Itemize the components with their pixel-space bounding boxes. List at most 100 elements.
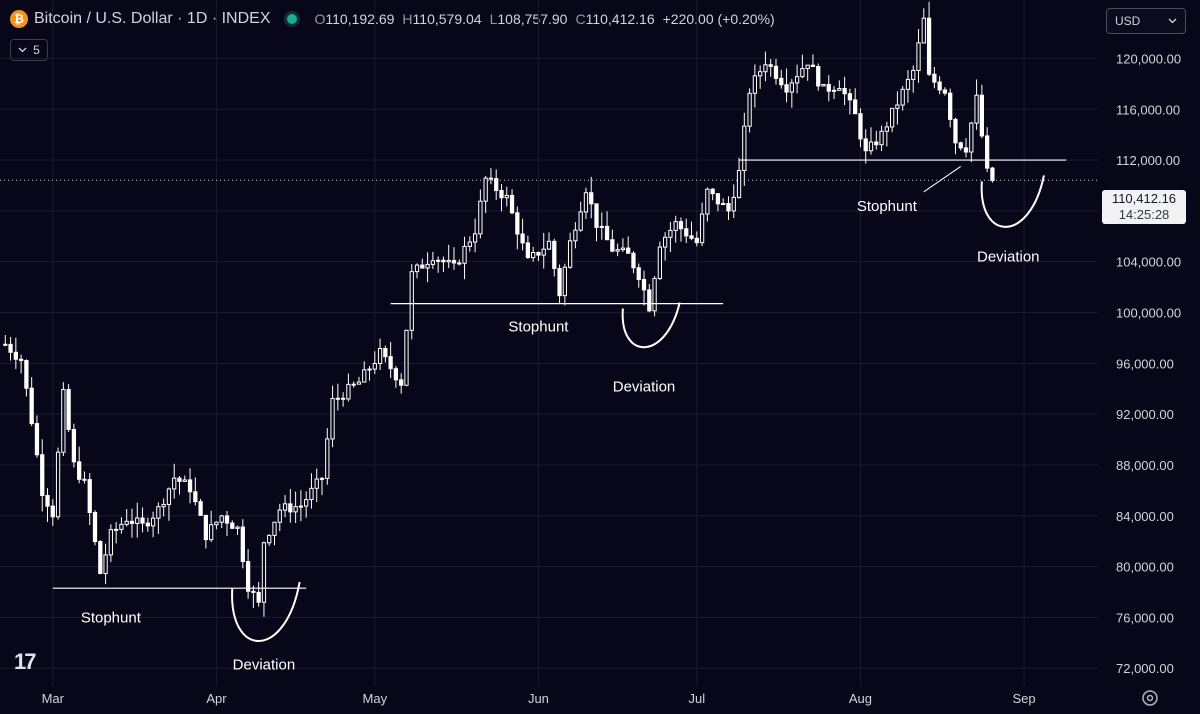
candle-body xyxy=(108,529,113,556)
candle-body xyxy=(77,461,82,480)
candle-body xyxy=(377,348,383,365)
deviation-label: Deviation xyxy=(233,656,296,673)
y-tick-label: 116,000.00 xyxy=(1116,102,1180,117)
candle-body xyxy=(446,259,451,263)
x-tick-label: Aug xyxy=(849,691,872,706)
candle-body xyxy=(531,251,536,259)
candle-body xyxy=(874,141,879,146)
candle-body xyxy=(736,169,742,198)
candle-body xyxy=(842,88,847,95)
close-label: C xyxy=(575,11,586,27)
candle-body xyxy=(140,517,145,524)
candle-body xyxy=(298,505,304,508)
low-label: L xyxy=(489,11,498,27)
candle-body xyxy=(589,192,594,205)
candle-body xyxy=(55,451,61,518)
candle-body xyxy=(478,200,483,235)
bar-countdown: 14:25:28 xyxy=(1118,207,1170,222)
high-label: H xyxy=(402,11,413,27)
gear-icon[interactable] xyxy=(1140,688,1160,708)
candle-body xyxy=(678,221,684,230)
y-tick-label: 88,000.00 xyxy=(1116,458,1174,473)
candle-body xyxy=(340,397,346,400)
candle-body xyxy=(889,107,895,128)
candle-body xyxy=(409,271,414,331)
candle-body xyxy=(810,64,816,68)
candle-body xyxy=(457,262,462,265)
candle-body xyxy=(66,389,71,430)
open-label: O xyxy=(314,11,326,27)
candle-body xyxy=(203,514,209,541)
candle-body xyxy=(536,251,541,256)
candle-body xyxy=(261,542,267,603)
candle-body xyxy=(657,246,662,279)
candle-body xyxy=(504,194,509,199)
candle-body xyxy=(441,259,446,263)
candle-body xyxy=(610,239,615,252)
candle-body xyxy=(145,522,150,527)
candle-body xyxy=(346,383,351,400)
candle-body xyxy=(668,229,673,238)
deviation-arc xyxy=(980,175,1045,228)
candle-body xyxy=(282,503,288,511)
candle-body xyxy=(277,509,282,523)
high-value: 110,579.04 xyxy=(412,11,482,27)
candle-body xyxy=(699,213,705,244)
low-value: 108,757.90 xyxy=(497,11,568,27)
open-value: 110,192.69 xyxy=(325,11,395,27)
candle-body xyxy=(921,17,926,44)
candle-body xyxy=(113,528,119,531)
candle-body xyxy=(240,526,245,563)
y-tick-label: 92,000.00 xyxy=(1116,407,1174,422)
symbol-title[interactable]: Bitcoin / U.S. Dollar · 1D · INDEX xyxy=(34,10,271,27)
y-tick-label: 120,000.00 xyxy=(1116,51,1181,66)
candle-body xyxy=(932,73,937,83)
candle-body xyxy=(219,515,224,523)
candle-body xyxy=(979,94,985,137)
y-tick-label: 104,000.00 xyxy=(1116,255,1181,270)
deviation-arc xyxy=(231,581,301,642)
candle-body xyxy=(626,247,631,254)
tradingview-logo[interactable]: 17 xyxy=(14,649,37,674)
candle-body xyxy=(362,369,367,383)
candle-body xyxy=(731,196,736,212)
candle-body xyxy=(13,351,18,360)
candle-body xyxy=(135,517,140,524)
currency-select[interactable]: USD xyxy=(1106,8,1186,34)
candle-body xyxy=(631,252,636,269)
currency-label: USD xyxy=(1115,14,1141,28)
candle-body xyxy=(34,423,40,456)
candle-body xyxy=(330,398,335,440)
indicators-count: 5 xyxy=(33,43,40,57)
candle-body xyxy=(557,267,562,297)
candle-body xyxy=(816,66,821,87)
candle-body xyxy=(414,264,420,273)
candle-body xyxy=(124,520,129,525)
y-tick-label: 112,000.00 xyxy=(1116,153,1180,168)
candle-body xyxy=(325,438,330,479)
candle-body xyxy=(193,491,198,503)
candle-body xyxy=(235,526,240,529)
indicators-toggle-button[interactable]: 5 xyxy=(10,39,48,61)
candle-body xyxy=(800,68,805,78)
candle-body xyxy=(420,264,425,269)
candle-body xyxy=(372,363,377,370)
candle-body xyxy=(604,225,610,241)
deviation-arc xyxy=(621,302,681,349)
candle-body xyxy=(837,88,842,91)
candle-body xyxy=(905,78,911,90)
chevron-down-icon xyxy=(1168,18,1177,24)
candle-body xyxy=(18,358,24,362)
candle-body xyxy=(525,242,531,259)
candle-body xyxy=(472,233,478,243)
candle-body xyxy=(879,130,884,146)
candle-body xyxy=(546,240,552,250)
y-tick-label: 100,000.00 xyxy=(1116,306,1181,321)
candle-body xyxy=(209,524,214,541)
candle-body xyxy=(948,92,953,120)
candle-body xyxy=(224,515,230,524)
candle-body xyxy=(367,368,372,371)
candle-body xyxy=(129,520,135,524)
candle-body xyxy=(926,17,932,75)
